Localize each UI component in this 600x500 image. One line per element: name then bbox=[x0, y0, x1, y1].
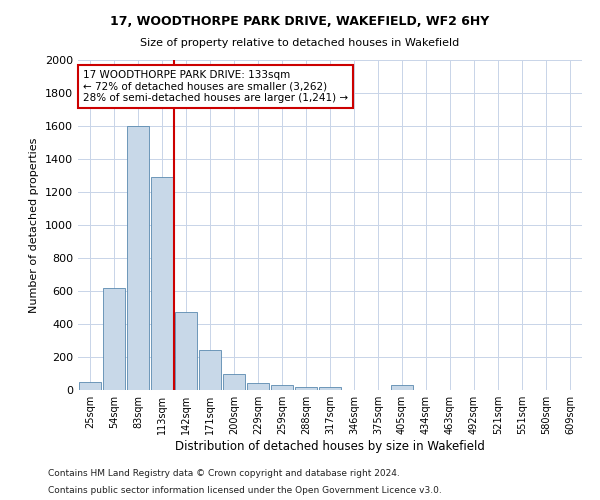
Text: 17, WOODTHORPE PARK DRIVE, WAKEFIELD, WF2 6HY: 17, WOODTHORPE PARK DRIVE, WAKEFIELD, WF… bbox=[110, 15, 490, 28]
Bar bbox=[199, 350, 221, 390]
Bar bbox=[175, 312, 197, 390]
Text: Contains public sector information licensed under the Open Government Licence v3: Contains public sector information licen… bbox=[48, 486, 442, 495]
Text: Contains HM Land Registry data © Crown copyright and database right 2024.: Contains HM Land Registry data © Crown c… bbox=[48, 468, 400, 477]
X-axis label: Distribution of detached houses by size in Wakefield: Distribution of detached houses by size … bbox=[175, 440, 485, 453]
Bar bbox=[103, 288, 125, 390]
Bar bbox=[391, 385, 413, 390]
Y-axis label: Number of detached properties: Number of detached properties bbox=[29, 138, 40, 312]
Bar bbox=[151, 177, 173, 390]
Text: Size of property relative to detached houses in Wakefield: Size of property relative to detached ho… bbox=[140, 38, 460, 48]
Text: 17 WOODTHORPE PARK DRIVE: 133sqm
← 72% of detached houses are smaller (3,262)
28: 17 WOODTHORPE PARK DRIVE: 133sqm ← 72% o… bbox=[83, 70, 348, 103]
Bar bbox=[127, 126, 149, 390]
Bar bbox=[319, 386, 341, 390]
Bar bbox=[79, 382, 101, 390]
Bar bbox=[247, 384, 269, 390]
Bar bbox=[223, 374, 245, 390]
Bar bbox=[295, 386, 317, 390]
Bar bbox=[271, 385, 293, 390]
